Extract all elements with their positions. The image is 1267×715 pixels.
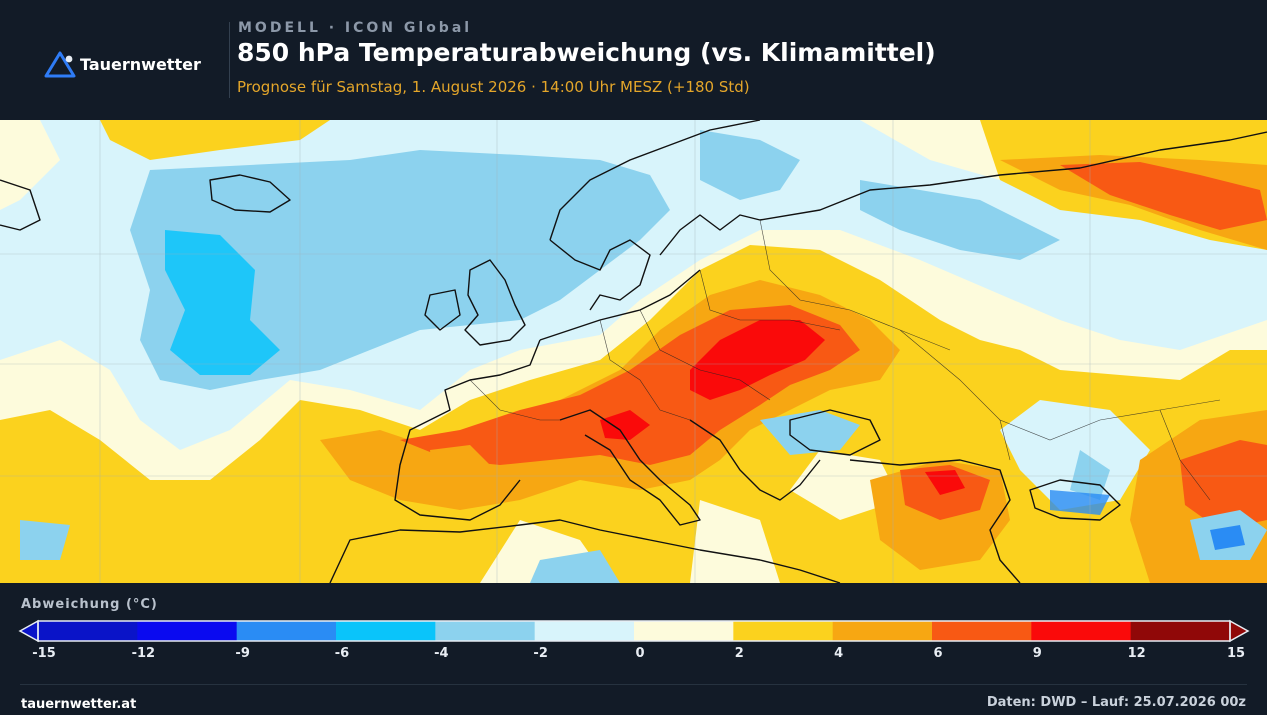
footer-divider bbox=[20, 684, 1247, 685]
legend-tick-label: 4 bbox=[834, 646, 844, 661]
legend-tick-label: 15 bbox=[1226, 646, 1246, 661]
colorbar-segment bbox=[534, 621, 635, 641]
legend-tick-label: -4 bbox=[434, 646, 449, 661]
legend-tick-label: 12 bbox=[1127, 646, 1146, 661]
map-canvas bbox=[0, 120, 1267, 583]
legend-tick-label: -12 bbox=[131, 646, 156, 661]
legend-tick-label: -2 bbox=[533, 646, 548, 661]
colorbar-segment bbox=[1130, 621, 1231, 641]
colorbar-segment bbox=[1031, 621, 1132, 641]
colorbar-frame bbox=[37, 620, 1231, 642]
page-title: 850 hPa Temperaturabweichung (vs. Klimam… bbox=[237, 38, 936, 67]
brand-name: Tauernwetter bbox=[80, 54, 201, 74]
colorbar-segment bbox=[733, 621, 834, 641]
colorbar-arrow-right bbox=[1229, 619, 1250, 643]
forecast-time: Prognose für Samstag, 1. August 2026 · 1… bbox=[237, 78, 750, 96]
colorbar-segment bbox=[634, 621, 734, 641]
header: Tauernwetter MODELL · ICON Global 850 hP… bbox=[0, 0, 1267, 120]
legend-title: Abweichung (°C) bbox=[21, 597, 158, 612]
legend-tick-label: 9 bbox=[1032, 646, 1042, 661]
colorbar-segment bbox=[832, 621, 933, 641]
header-divider bbox=[229, 22, 230, 98]
brand-logo[interactable]: Tauernwetter bbox=[42, 48, 201, 80]
colorbar-segment bbox=[336, 621, 436, 641]
legend-tick-label: -15 bbox=[32, 646, 56, 661]
mountain-triangle-icon bbox=[44, 51, 76, 78]
temperature-anomaly-map[interactable] bbox=[0, 120, 1267, 583]
colorbar bbox=[18, 619, 1250, 643]
colorbar-segment bbox=[137, 621, 238, 641]
colorbar-segment bbox=[932, 621, 1032, 641]
legend-tick-label: -9 bbox=[235, 646, 250, 661]
legend: Abweichung (°C) -15 -12 -9 -6 -4 -2 0 2 4 6 9 12 15 … bbox=[0, 583, 1267, 715]
site-link[interactable]: tauernwetter.at bbox=[21, 697, 137, 712]
colorbar-arrow-left bbox=[18, 619, 39, 643]
colorbar-segment bbox=[236, 621, 337, 641]
data-source: Daten: DWD – Lauf: 25.07.2026 00z bbox=[986, 695, 1246, 710]
colorbar-segment bbox=[38, 621, 138, 641]
model-label: MODELL · ICON Global bbox=[238, 20, 473, 36]
legend-tick-label: 6 bbox=[933, 646, 943, 661]
legend-tick-label: 2 bbox=[734, 646, 744, 661]
legend-tick-label: -6 bbox=[334, 646, 350, 661]
legend-tick-label: 0 bbox=[635, 646, 645, 661]
colorbar-segment bbox=[435, 621, 536, 641]
